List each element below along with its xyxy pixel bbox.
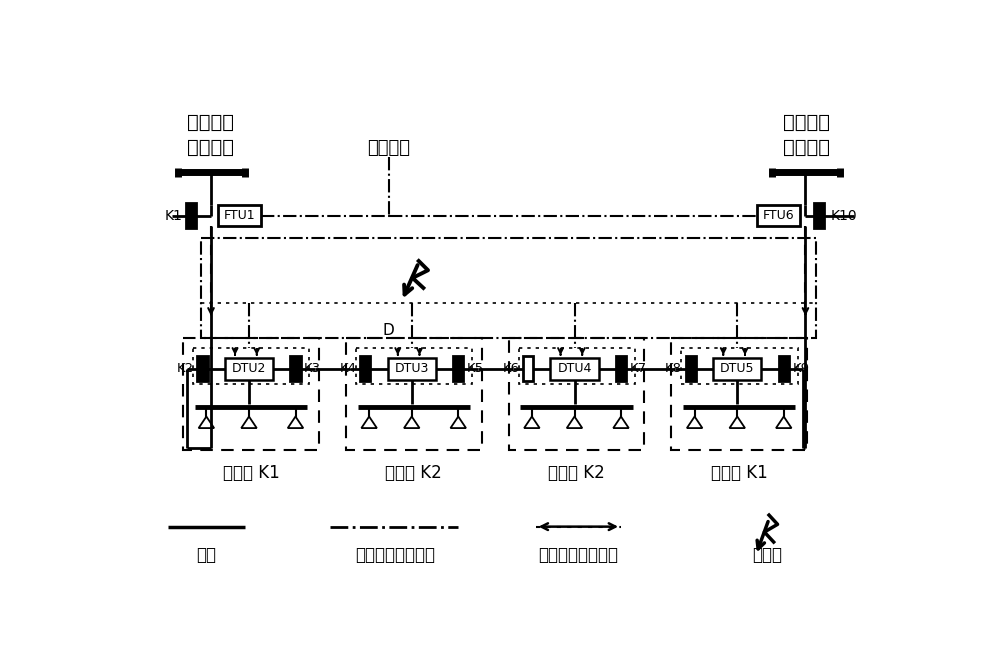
Bar <box>290 356 301 381</box>
Bar <box>360 356 370 381</box>
Text: 故障点: 故障点 <box>752 546 782 564</box>
Text: K2: K2 <box>177 362 194 376</box>
Text: K9: K9 <box>792 362 809 376</box>
Text: K4: K4 <box>340 362 357 376</box>
Bar <box>550 358 599 380</box>
Text: 东海路站: 东海路站 <box>187 113 234 132</box>
Text: K5: K5 <box>467 362 484 376</box>
Bar <box>186 203 196 228</box>
Text: K10: K10 <box>831 209 858 223</box>
Bar <box>453 356 463 381</box>
Text: K3: K3 <box>304 362 321 376</box>
Text: 东海路站: 东海路站 <box>784 113 830 132</box>
Bar <box>388 358 436 380</box>
Text: 电缆: 电缆 <box>196 546 216 564</box>
Bar <box>713 358 761 380</box>
Text: D: D <box>383 323 394 338</box>
Text: 媒体乙 K2: 媒体乙 K2 <box>548 464 605 482</box>
Text: 媒体甲线: 媒体甲线 <box>187 138 234 157</box>
Text: 媒体乙 K1: 媒体乙 K1 <box>711 464 768 482</box>
Text: DTU3: DTU3 <box>395 362 429 376</box>
Text: 媒体甲 K2: 媒体甲 K2 <box>385 464 442 482</box>
Bar <box>779 356 789 381</box>
Text: 配电主站: 配电主站 <box>367 139 410 157</box>
Bar <box>686 356 696 381</box>
Text: K8: K8 <box>665 362 682 376</box>
Text: 终端与主站通信网: 终端与主站通信网 <box>355 546 435 564</box>
Text: K1: K1 <box>165 209 183 223</box>
Bar <box>218 205 261 226</box>
Bar <box>757 205 800 226</box>
Text: 终端间对等通信网: 终端间对等通信网 <box>538 546 618 564</box>
Bar <box>814 203 824 228</box>
Bar <box>523 356 533 381</box>
Text: K7: K7 <box>629 362 647 376</box>
Text: DTU5: DTU5 <box>720 362 755 376</box>
Bar <box>225 358 273 380</box>
Bar <box>616 356 626 381</box>
Text: DTU2: DTU2 <box>232 362 266 376</box>
Text: FTU6: FTU6 <box>763 209 794 222</box>
Text: K6: K6 <box>502 362 519 376</box>
Text: 媒体甲 K1: 媒体甲 K1 <box>223 464 279 482</box>
Text: 媒体乙线: 媒体乙线 <box>784 138 830 157</box>
Text: DTU4: DTU4 <box>557 362 592 376</box>
Text: FTU1: FTU1 <box>224 209 256 222</box>
Bar <box>197 356 208 381</box>
